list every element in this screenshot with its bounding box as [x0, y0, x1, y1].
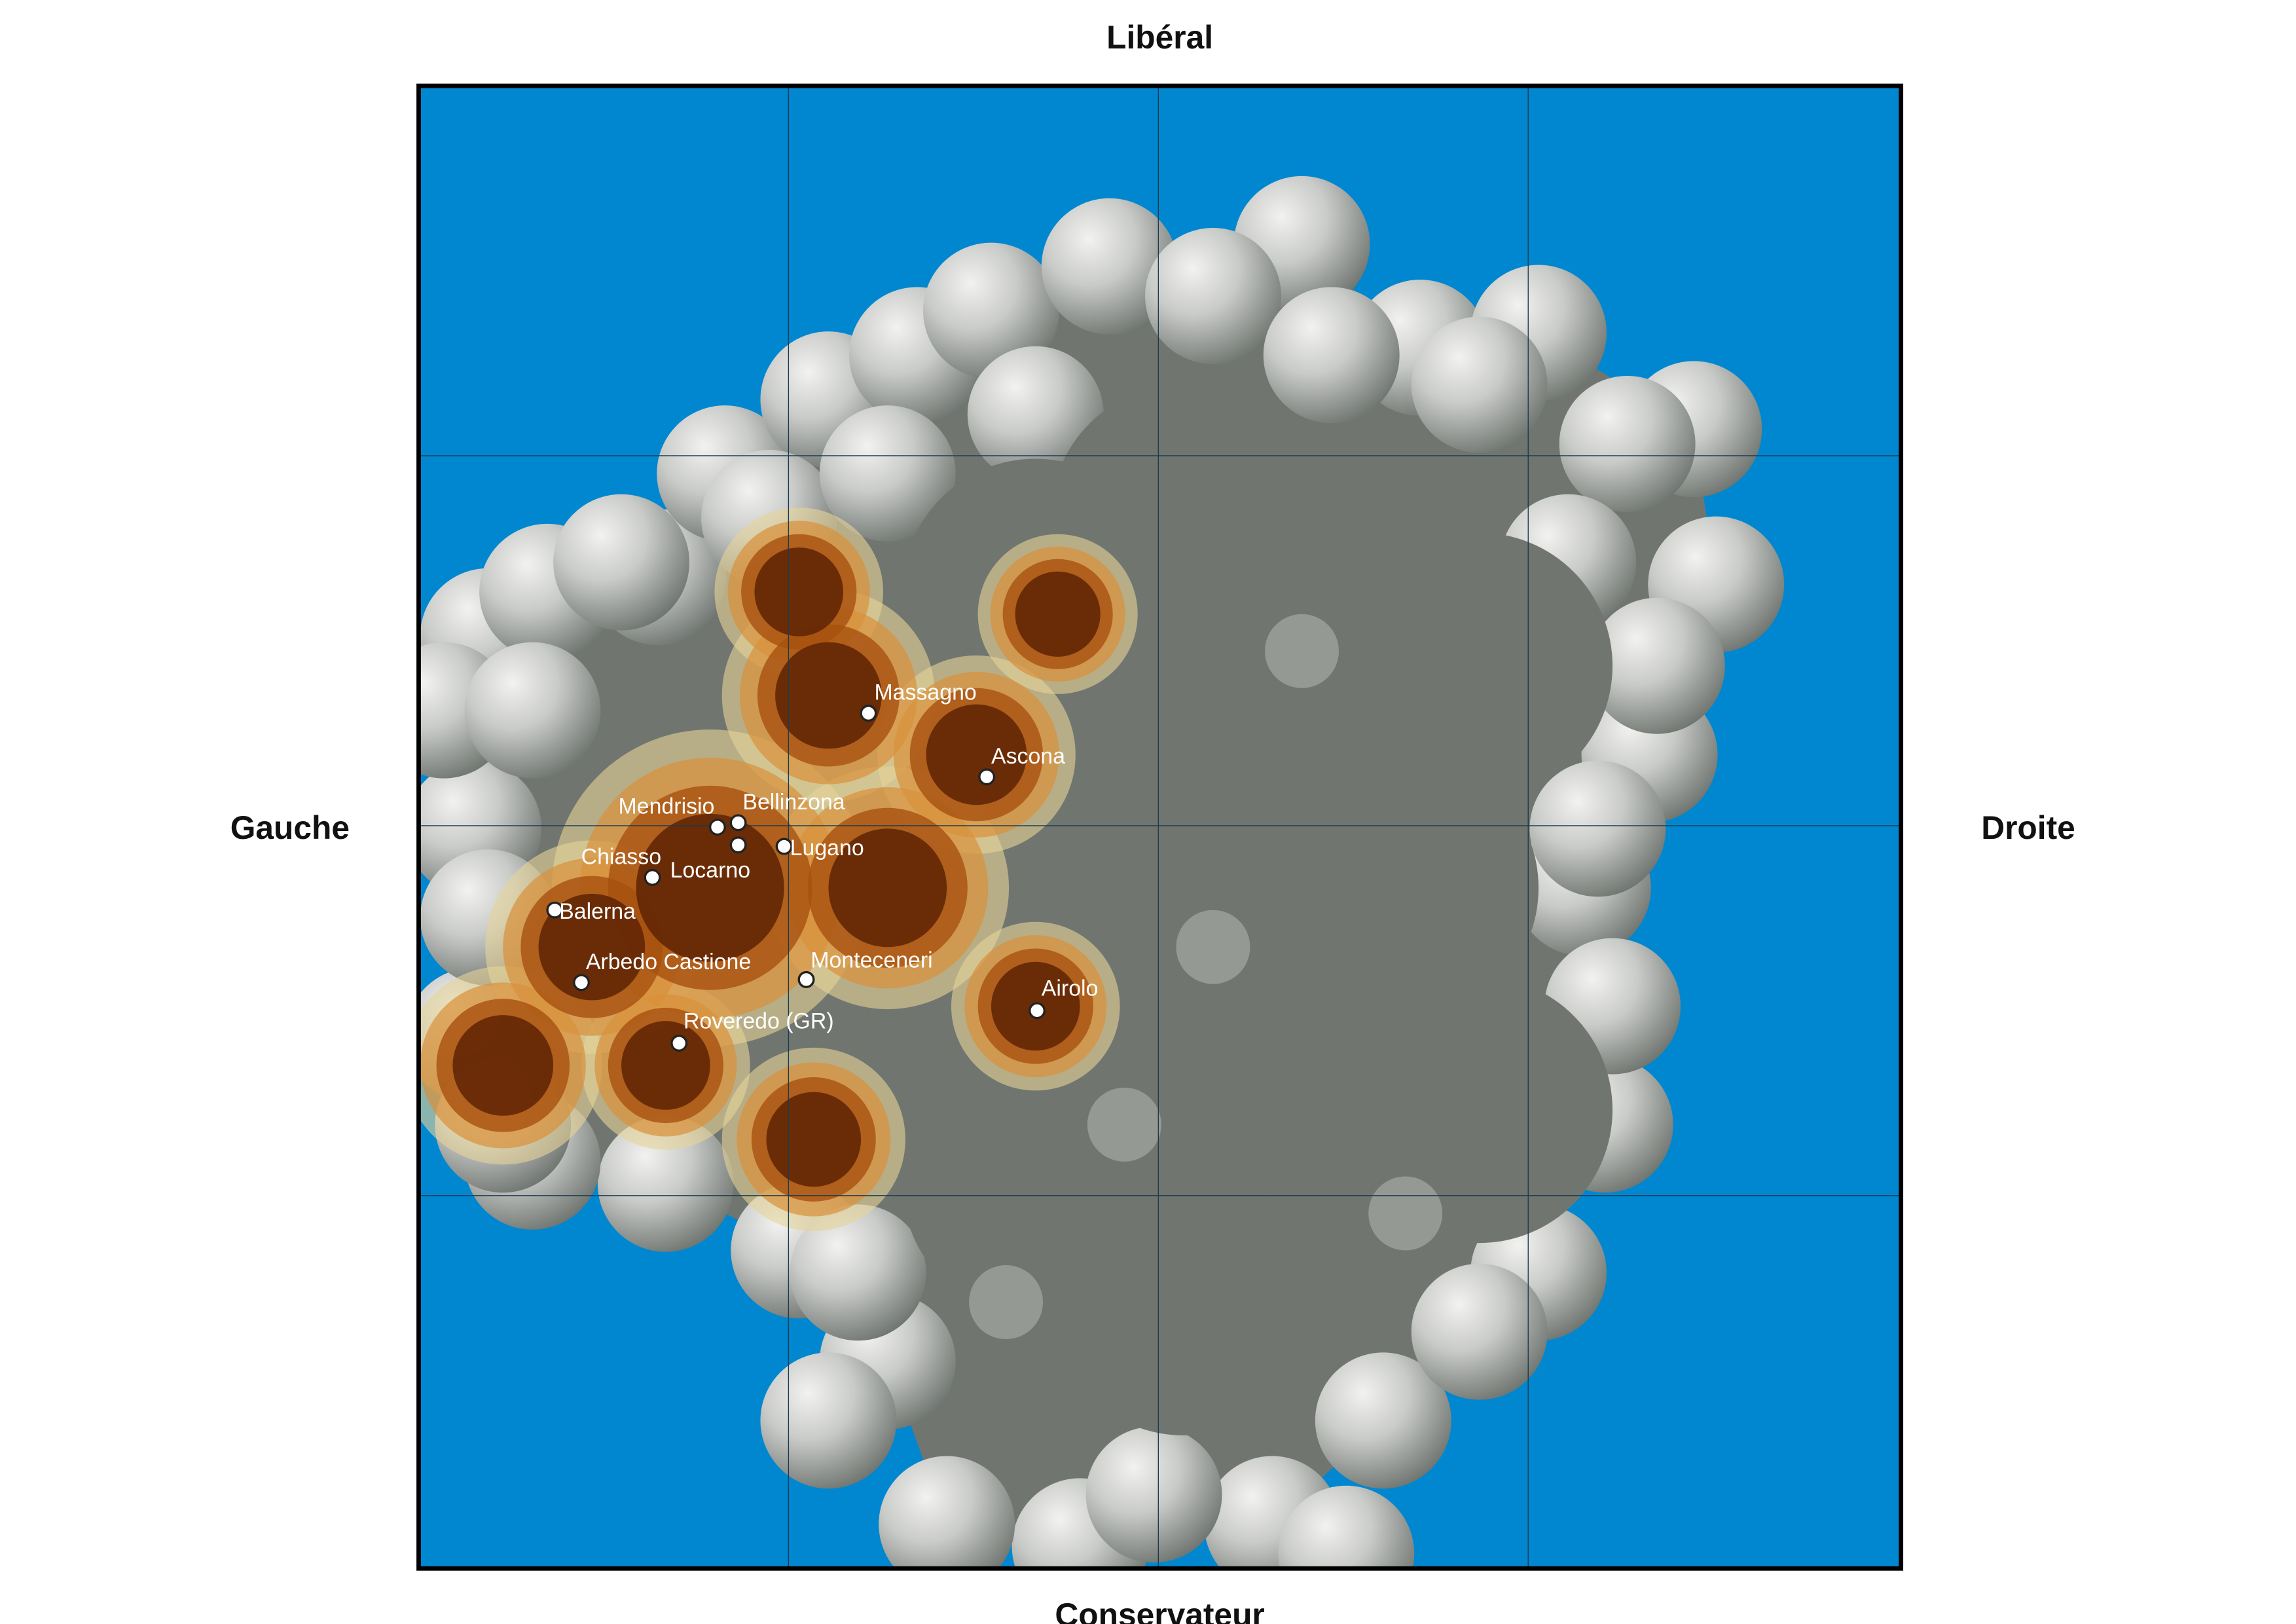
place-label: Mendrisio	[619, 794, 715, 819]
support-area	[775, 642, 882, 749]
hill	[1529, 760, 1666, 897]
place-label: Ascona	[991, 744, 1065, 769]
ridge	[1087, 1087, 1161, 1162]
place-label: Massagno	[874, 680, 976, 705]
hill	[1085, 1426, 1222, 1563]
support-area	[538, 893, 646, 1001]
hill	[1263, 287, 1400, 424]
place-point	[670, 1035, 688, 1052]
hill	[1315, 1352, 1451, 1489]
place-label: Bellinzona	[742, 790, 845, 815]
hill	[879, 1456, 1015, 1569]
hill	[760, 1352, 897, 1489]
place-point	[708, 819, 726, 836]
ridge	[1368, 1176, 1443, 1251]
place-label: Lugano	[790, 836, 864, 860]
hill	[819, 405, 956, 542]
axis-label-bottom: Conservateur	[1055, 1596, 1264, 1624]
support-area	[754, 547, 844, 637]
support-area	[621, 1021, 710, 1110]
support-area	[452, 1015, 554, 1116]
place-point	[729, 836, 747, 854]
place-point	[860, 705, 877, 722]
place-point	[797, 970, 815, 988]
ridge	[1176, 910, 1250, 984]
axis-label-right: Droite	[1981, 809, 2075, 846]
hill	[790, 1204, 926, 1341]
place-label: Arbedo Castione	[586, 950, 751, 974]
support-area	[926, 704, 1027, 805]
ridge	[969, 1265, 1044, 1340]
hill	[923, 242, 1059, 379]
place-point	[775, 838, 793, 855]
hill	[597, 1115, 734, 1252]
support-area	[766, 1092, 862, 1187]
place-point	[573, 974, 591, 991]
hill	[1411, 1263, 1548, 1400]
grid	[418, 86, 1901, 1569]
map-frame	[416, 83, 1904, 1571]
places: Massagno Ascona Mendrisio Bellinzona Chiasso…	[546, 680, 1099, 1052]
hill	[1559, 375, 1696, 512]
place-point	[729, 814, 747, 832]
place-point	[978, 768, 996, 786]
hill	[1278, 1485, 1415, 1569]
place-point	[1029, 1002, 1046, 1020]
hill	[967, 346, 1104, 483]
place-label: Locarno	[670, 858, 750, 883]
ridge	[1265, 614, 1339, 688]
hill	[1588, 597, 1725, 734]
hill	[464, 642, 601, 779]
hill	[1144, 227, 1281, 364]
hill	[553, 494, 690, 631]
support-area	[1015, 571, 1101, 657]
axis-label-top: Libéral	[1106, 19, 1213, 56]
place-point	[644, 868, 661, 886]
land-fill	[1272, 606, 1539, 874]
land-fill	[1346, 976, 1613, 1244]
place-label: Monteceneri	[811, 948, 932, 973]
place-label: Chiasso	[581, 845, 661, 870]
support-area	[828, 828, 947, 948]
axis-label-left: Gauche	[230, 809, 350, 846]
hill	[1041, 198, 1178, 335]
hill	[1411, 316, 1548, 453]
land-fill	[1050, 1169, 1317, 1435]
place-label: Airolo	[1042, 976, 1099, 1001]
support-area	[636, 813, 784, 962]
place-label: Balerna	[559, 899, 636, 924]
place-point	[546, 901, 564, 919]
place-label: Roveredo (GR)	[683, 1008, 834, 1033]
